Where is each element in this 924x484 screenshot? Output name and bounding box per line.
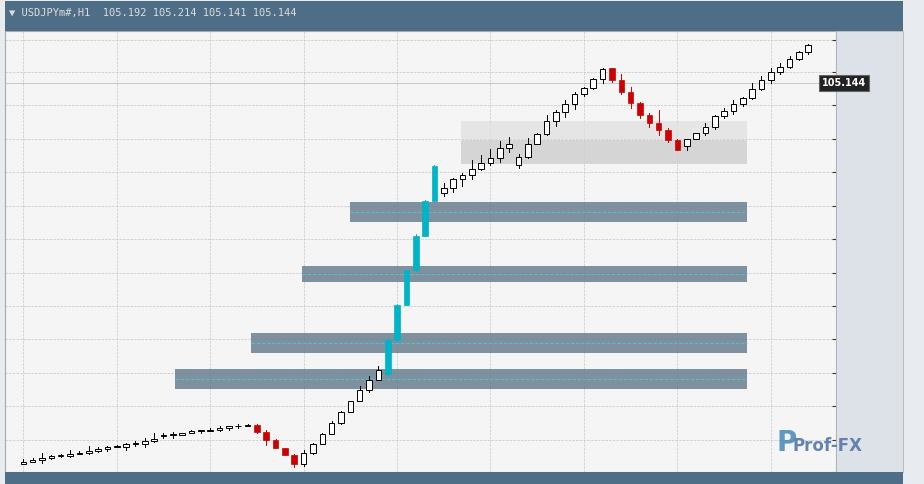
Bar [179,433,185,435]
Bar [20,462,26,464]
Bar [347,401,353,412]
Bar [627,91,634,103]
Bar [618,80,624,91]
Bar [217,428,223,429]
Bar [553,112,559,121]
Bar [142,441,148,444]
Bar [273,440,278,448]
Bar [459,175,466,179]
Bar [450,179,456,188]
Bar [404,271,409,304]
Bar [712,117,718,127]
Bar [656,123,662,130]
Bar [95,449,101,451]
Bar [836,31,903,472]
Bar [469,169,475,175]
Bar [432,166,437,201]
Bar [67,454,73,456]
Bar [572,94,578,105]
Bar [86,451,91,453]
Bar [123,444,128,447]
Bar [647,115,652,123]
Bar [375,370,382,380]
Bar [152,439,157,441]
Bar [722,111,727,117]
Bar [600,69,605,79]
Bar [749,89,755,97]
Bar [638,103,643,115]
Bar [250,333,748,352]
Bar [796,52,802,59]
Bar [702,127,708,134]
Bar [506,144,512,148]
Bar [385,340,391,374]
Bar [236,425,241,426]
Bar [740,97,746,104]
Bar [590,79,596,88]
Bar [58,455,64,456]
Bar [5,0,903,31]
Bar [291,455,298,464]
Bar [759,80,764,89]
Bar [114,446,119,447]
Bar [176,369,748,389]
Bar [806,45,811,52]
Bar [609,68,614,80]
Bar [581,88,587,94]
Bar [329,424,334,434]
Bar [226,426,232,428]
Bar [563,105,568,112]
Bar [77,453,82,454]
Bar [30,460,35,462]
Bar [441,188,446,193]
Bar [263,432,269,440]
Bar [461,140,748,164]
Bar [245,424,250,425]
Bar [170,434,176,435]
Bar [786,59,792,67]
Bar [338,412,344,424]
Bar [693,134,699,139]
Bar [731,104,736,111]
Bar [207,429,213,431]
Bar [366,380,371,390]
Bar [534,134,540,144]
Bar [104,447,110,449]
Bar [525,144,530,157]
Text: P: P [776,429,796,457]
Bar [777,67,783,72]
Bar [543,121,550,134]
Bar [39,458,44,460]
Bar [310,444,316,453]
Text: 105.144: 105.144 [822,78,867,88]
Bar [413,236,419,271]
Bar [422,201,428,236]
Text: ▼ USDJPYm#,H1  105.192 105.214 105.141 105.144: ▼ USDJPYm#,H1 105.192 105.214 105.141 10… [9,8,297,18]
Bar [516,157,521,165]
Bar [320,434,325,444]
Bar [133,443,139,444]
Bar [675,140,680,150]
Bar [768,72,773,80]
Bar [357,390,362,401]
Text: Prof-FX: Prof-FX [793,437,863,455]
Bar [461,121,748,139]
Bar [479,163,484,169]
Bar [488,158,493,163]
Bar [395,304,400,340]
Bar [49,456,55,458]
Bar [161,435,166,436]
Bar [350,201,748,223]
Bar [497,148,503,158]
Bar [684,139,689,146]
Bar [302,266,748,282]
Bar [5,472,903,484]
Bar [665,130,671,140]
Bar [254,424,260,432]
Bar [198,430,203,431]
Bar [282,448,287,455]
Bar [301,453,307,464]
Bar [188,431,194,433]
